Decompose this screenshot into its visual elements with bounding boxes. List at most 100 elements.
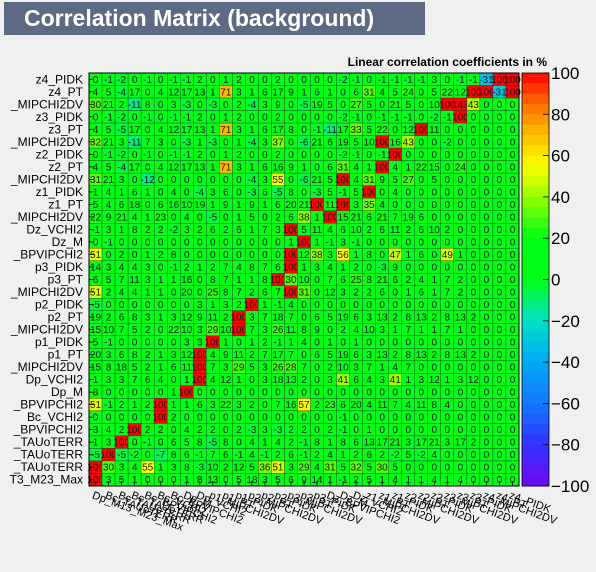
cell-value: -2 (169, 225, 178, 236)
cell-value: 100 (178, 388, 195, 399)
cell-value: 4 (327, 262, 333, 273)
cell-value: 5 (106, 275, 112, 286)
cell-value: 0 (405, 338, 411, 349)
cell-value: 5 (392, 175, 398, 186)
cell-value: 0 (432, 425, 438, 436)
cell-value: 12 (233, 463, 245, 474)
cell-value: 0 (418, 137, 424, 148)
cell-value: 100 (335, 200, 352, 211)
cell-value: 1 (197, 262, 203, 273)
cell-value: 5 (236, 475, 242, 486)
cell-value: 0 (445, 363, 451, 374)
cell-value: 0 (288, 413, 294, 424)
cell-value: -3 (195, 463, 204, 474)
cell-value: 1 (210, 300, 216, 311)
cell-value: 1 (171, 400, 177, 411)
row-label: _TAUoTERR (13, 435, 83, 449)
cell-value: 1 (158, 363, 164, 374)
cell-value: 41 (390, 375, 402, 386)
cell-value: 0 (445, 388, 451, 399)
cell-value: -31 (492, 87, 507, 98)
cell-value: 3 (106, 475, 112, 486)
cell-value: 0 (418, 100, 424, 111)
cell-value: 0 (366, 413, 372, 424)
cell-value: 41 (338, 375, 350, 386)
cell-value: 0 (445, 200, 451, 211)
cell-value: 27 (351, 100, 363, 111)
colorbar-segment (522, 134, 549, 146)
cell-value: 0 (484, 125, 490, 136)
row-label: z3_PIDK (36, 110, 83, 124)
cell-value: 1 (210, 125, 216, 136)
cell-value: 0 (379, 187, 385, 198)
cell-value: 20 (181, 288, 193, 299)
cell-value: 1 (158, 288, 164, 299)
cell-value: -1 (104, 338, 113, 349)
colorbar-segment (522, 300, 549, 311)
cell-value: 8 (288, 125, 294, 136)
cell-value: 0 (510, 187, 516, 198)
cell-value: 143 (452, 100, 469, 111)
row-label: _MIPCHI2DV (10, 97, 83, 111)
cell-value: 0 (484, 350, 490, 361)
cell-value: 2 (275, 112, 281, 123)
cell-value: 2 (327, 425, 333, 436)
cell-value: 12 (181, 313, 193, 324)
row-label: p1_PT (48, 348, 84, 362)
cell-value: 1 (223, 75, 229, 86)
cell-value: 0 (497, 375, 503, 386)
cell-value: 5 (93, 338, 99, 349)
cell-value: 0 (327, 325, 333, 336)
cell-value: 30 (90, 100, 102, 111)
cell-value: -1 (352, 75, 361, 86)
row-label: _MIPCHI2DV (10, 285, 83, 299)
cell-value: 0 (432, 150, 438, 161)
row-label: z1_PT (48, 197, 83, 211)
cell-value: 0 (158, 475, 164, 486)
cell-value: 0 (484, 413, 490, 424)
cell-value: 7 (236, 288, 242, 299)
cell-value: 0 (471, 363, 477, 374)
cell-value: 9 (288, 162, 294, 173)
cell-value: 0 (458, 125, 464, 136)
cell-value: 2 (158, 225, 164, 236)
cell-value: 2 (379, 450, 385, 461)
cell-value: 1 (93, 187, 99, 198)
cell-value: 55 (272, 175, 284, 186)
cell-value: 11 (129, 275, 140, 286)
cell-value: 0 (510, 212, 516, 223)
cell-value: 1 (119, 187, 125, 198)
cell-value: 5 (366, 100, 372, 111)
cell-value: 0 (471, 137, 477, 148)
cell-value: 0 (197, 388, 203, 399)
cell-value: 0 (484, 450, 490, 461)
cell-value: 0 (210, 413, 216, 424)
cell-value: 15 (338, 212, 350, 223)
cell-value: 2 (301, 375, 307, 386)
cell-value: 0 (471, 288, 477, 299)
cell-value: 0 (197, 288, 203, 299)
cell-value: 4 (327, 225, 333, 236)
cell-value: 1 (392, 325, 398, 336)
cell-value: 1 (184, 375, 190, 386)
row-label: _TAUoTERR (13, 448, 83, 462)
cell-value: 0 (184, 300, 190, 311)
cell-value: 37 (272, 137, 284, 148)
cell-value: 100 (87, 463, 104, 474)
cell-value: 3 (262, 137, 268, 148)
cell-value: -1 (339, 413, 348, 424)
cell-value: 0 (484, 225, 490, 236)
cell-value: 0 (497, 313, 503, 324)
cell-value: 0 (510, 475, 516, 486)
cell-value: 0 (379, 300, 385, 311)
cell-value: 3 (106, 225, 112, 236)
cell-value: -4 (117, 87, 126, 98)
cell-value: 0 (510, 313, 516, 324)
row-label: z2_PT (48, 160, 83, 174)
cell-value: 0 (158, 150, 164, 161)
cell-value: 0 (405, 262, 411, 273)
cell-value: -3 (273, 425, 282, 436)
cell-value: -5 (300, 100, 309, 111)
cell-value: 13 (364, 438, 376, 449)
cell-value: 4 (158, 87, 164, 98)
